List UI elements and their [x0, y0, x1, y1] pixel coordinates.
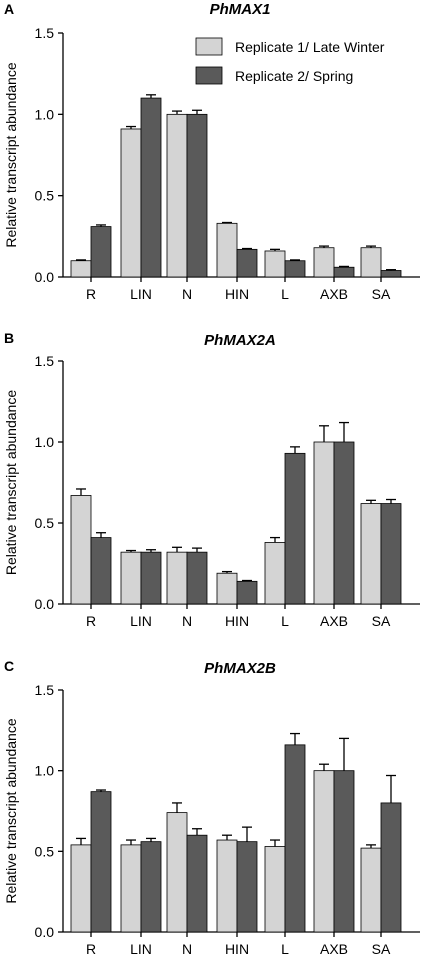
x-tick-label: HIN	[225, 941, 249, 957]
bar	[313, 770, 335, 933]
bar	[90, 226, 112, 278]
bar	[186, 834, 208, 933]
y-tick-label: 0.5	[35, 188, 55, 204]
bar	[216, 222, 238, 278]
bar	[380, 270, 402, 278]
bar	[360, 247, 382, 278]
panel-letter: B	[4, 330, 14, 346]
y-tick-label: 1.5	[35, 682, 55, 698]
y-tick-label: 0.0	[35, 596, 55, 612]
x-tick-label: N	[182, 613, 192, 629]
x-tick-label: L	[281, 941, 289, 957]
x-tick-label: N	[182, 941, 192, 957]
chart-title: PhMAX1	[210, 1, 271, 18]
y-tick-label: 1.5	[35, 25, 55, 41]
legend-label: Replicate 2/ Spring	[235, 68, 353, 84]
bar	[120, 128, 142, 278]
x-tick-label: R	[86, 941, 96, 957]
y-tick-label: 1.0	[35, 106, 55, 122]
x-tick-label: AXB	[320, 286, 348, 302]
bar	[166, 113, 188, 278]
y-axis-label: Relative transcript abundance	[3, 390, 19, 575]
x-tick-label: N	[182, 286, 192, 302]
y-tick-label: 1.0	[35, 434, 55, 450]
y-tick-label: 1.5	[35, 353, 55, 369]
bar	[166, 551, 188, 605]
bar	[120, 551, 142, 605]
chart-title: PhMAX2A	[204, 332, 276, 349]
chart-title: PhMAX2B	[204, 660, 276, 677]
x-tick-label: HIN	[225, 613, 249, 629]
bar	[70, 495, 92, 605]
bar	[284, 260, 306, 278]
x-tick-label: AXB	[320, 941, 348, 957]
bar	[313, 247, 335, 278]
y-tick-label: 0.0	[35, 924, 55, 940]
legend-swatch	[195, 37, 223, 56]
bar	[90, 791, 112, 933]
bar	[186, 551, 208, 605]
bar	[216, 572, 238, 605]
y-axis-label: Relative transcript abundance	[3, 62, 19, 247]
y-tick-label: 0.5	[35, 843, 55, 859]
x-tick-label: L	[281, 613, 289, 629]
bar	[120, 844, 142, 933]
bar	[166, 812, 188, 933]
x-tick-label: LIN	[130, 613, 152, 629]
y-axis-label: Relative transcript abundance	[3, 718, 19, 903]
bar	[333, 266, 355, 278]
bar	[264, 846, 286, 933]
bar	[333, 441, 355, 605]
bar	[236, 841, 258, 933]
bar	[216, 839, 238, 933]
legend-label: Replicate 1/ Late Winter	[235, 39, 385, 55]
bar	[186, 113, 208, 278]
y-tick-label: 0.0	[35, 269, 55, 285]
x-tick-label: LIN	[130, 941, 152, 957]
legend-swatch	[195, 66, 223, 85]
bar	[360, 503, 382, 605]
bar	[236, 580, 258, 605]
x-tick-label: LIN	[130, 286, 152, 302]
bar	[140, 97, 162, 278]
bar	[380, 503, 402, 605]
x-tick-label: AXB	[320, 613, 348, 629]
x-tick-label: SA	[372, 286, 391, 302]
x-tick-label: SA	[372, 941, 391, 957]
bar	[140, 551, 162, 605]
bar	[264, 250, 286, 278]
x-tick-label: R	[86, 286, 96, 302]
bar	[333, 770, 355, 933]
panel-letter: C	[4, 658, 14, 674]
bar	[313, 441, 335, 605]
x-tick-label: HIN	[225, 286, 249, 302]
bar	[380, 802, 402, 933]
panel-letter: A	[4, 1, 14, 17]
bar	[140, 841, 162, 933]
bar	[70, 844, 92, 933]
bar	[360, 847, 382, 933]
bar	[284, 744, 306, 933]
x-tick-label: R	[86, 613, 96, 629]
bar	[70, 260, 92, 278]
y-tick-label: 1.0	[35, 763, 55, 779]
bar	[284, 452, 306, 605]
y-tick-label: 0.5	[35, 515, 55, 531]
x-tick-label: SA	[372, 613, 391, 629]
x-tick-label: L	[281, 286, 289, 302]
bar	[90, 537, 112, 605]
bar	[236, 248, 258, 278]
bar	[264, 542, 286, 605]
